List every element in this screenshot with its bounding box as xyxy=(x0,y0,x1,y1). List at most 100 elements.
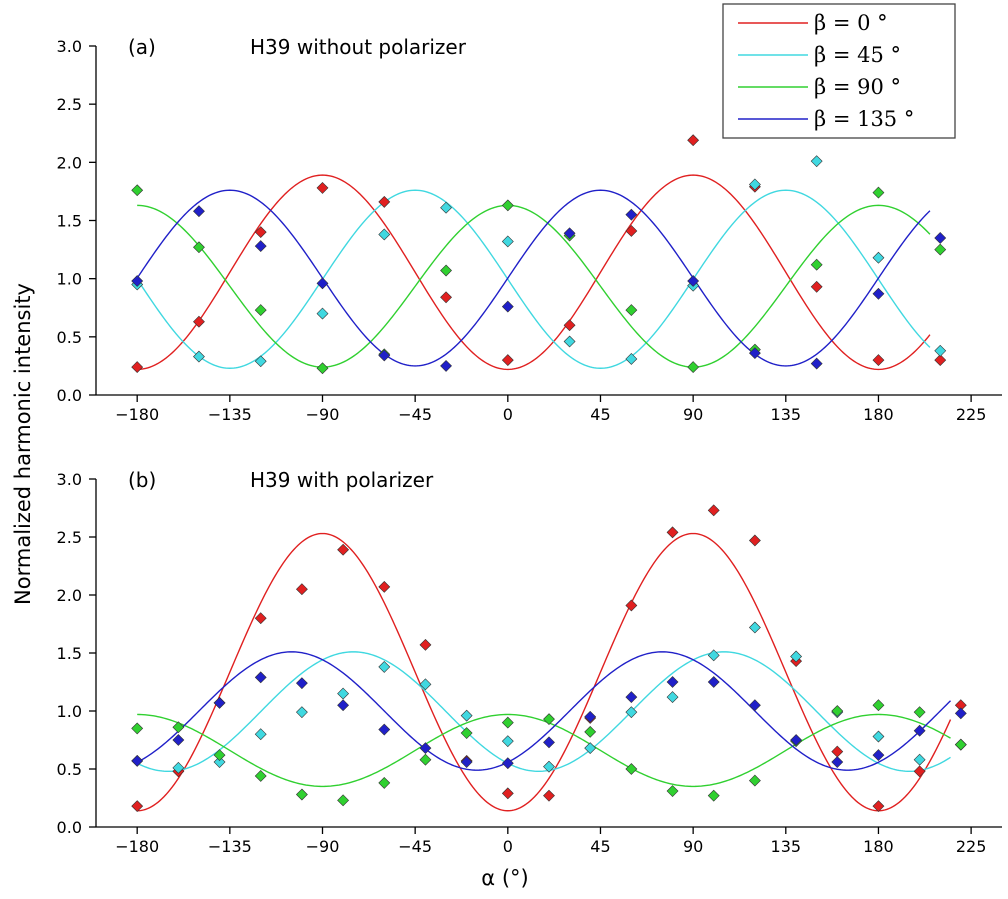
fit-curve xyxy=(137,204,931,368)
x-tick-label: 225 xyxy=(956,837,987,856)
data-point xyxy=(295,788,308,801)
y-tick-label: 1.5 xyxy=(57,644,82,663)
data-point xyxy=(687,134,700,147)
data-point xyxy=(337,543,350,556)
data-point xyxy=(872,251,885,264)
data-point xyxy=(687,275,700,287)
data-point xyxy=(131,800,144,813)
data-point xyxy=(131,754,144,767)
data-point xyxy=(419,742,432,755)
data-point xyxy=(501,235,514,248)
data-point xyxy=(254,671,267,684)
y-tick-label: 1.0 xyxy=(57,702,82,721)
data-point xyxy=(707,676,720,688)
data-point xyxy=(254,226,267,239)
data-point xyxy=(172,761,185,774)
data-point xyxy=(254,240,267,253)
data-point xyxy=(131,275,144,287)
data-point xyxy=(316,277,329,290)
data-point xyxy=(193,315,205,328)
data-point xyxy=(440,201,452,214)
data-point xyxy=(810,155,823,168)
legend-box xyxy=(722,3,956,139)
data-point xyxy=(934,344,947,357)
y-tick-label: 3.0 xyxy=(57,37,82,56)
x-tick-label: −135 xyxy=(208,837,252,856)
data-point xyxy=(707,789,720,802)
data-point xyxy=(316,182,329,194)
data-point xyxy=(625,599,638,612)
x-tick-label: −45 xyxy=(398,837,432,856)
data-point xyxy=(625,353,638,365)
data-point xyxy=(460,727,473,739)
data-point xyxy=(193,241,205,254)
data-point xyxy=(954,707,967,720)
data-point xyxy=(563,335,576,348)
y-tick-label: 0.5 xyxy=(57,328,82,347)
data-point xyxy=(419,678,432,691)
y-tick-label: 1.5 xyxy=(57,212,82,231)
data-point xyxy=(460,709,473,722)
data-point xyxy=(810,258,823,271)
x-tick-label: −45 xyxy=(398,405,432,424)
data-point xyxy=(625,763,638,775)
panel-title: H39 with polarizer xyxy=(250,468,434,492)
data-point xyxy=(625,691,638,704)
data-point xyxy=(172,721,185,734)
data-point xyxy=(563,227,576,240)
data-point xyxy=(584,710,597,723)
data-point xyxy=(440,264,452,277)
y-tick-label: 0.0 xyxy=(57,818,82,837)
data-point xyxy=(748,347,761,360)
data-point xyxy=(501,757,514,770)
x-tick-label: 180 xyxy=(863,405,894,424)
panel-b: −180 −135 −90 −45 0 45 90 135 180 225 0.0 0.5 1.0 1.5… xyxy=(57,468,1002,856)
data-point xyxy=(378,349,391,362)
data-point xyxy=(337,687,350,700)
x-tick-label: 135 xyxy=(771,837,802,856)
data-point xyxy=(501,199,514,212)
y-tick-label: 0.0 xyxy=(57,386,82,405)
data-point xyxy=(501,716,514,729)
x-tick-label: 180 xyxy=(863,837,894,856)
data-point xyxy=(254,612,267,625)
data-point xyxy=(193,350,205,363)
data-point xyxy=(419,638,432,651)
data-point xyxy=(666,526,679,539)
y-tick-label: 2.5 xyxy=(57,95,82,114)
data-point xyxy=(295,706,308,719)
data-point xyxy=(625,706,638,719)
data-point xyxy=(254,728,267,741)
data-point xyxy=(707,504,720,517)
data-point xyxy=(584,725,597,738)
data-point xyxy=(501,300,514,313)
data-point xyxy=(543,760,555,773)
legend: β = 0 ° β = 45 ° β = 90 ° β = 135 ° xyxy=(722,3,956,139)
data-point xyxy=(934,243,947,256)
x-tick-label: −180 xyxy=(115,837,159,856)
data-point xyxy=(872,730,885,743)
fit-curve xyxy=(137,713,951,788)
fit-curve xyxy=(136,651,952,771)
data-point xyxy=(131,184,144,197)
data-point xyxy=(625,225,638,237)
data-point xyxy=(872,287,885,300)
data-point xyxy=(954,738,967,751)
data-point xyxy=(584,742,597,755)
data-point xyxy=(831,705,844,717)
data-point xyxy=(748,621,761,634)
data-point xyxy=(872,800,885,813)
data-point xyxy=(934,354,947,367)
data-point xyxy=(213,749,226,762)
x-tick-label: 0 xyxy=(503,405,513,424)
fit-curve xyxy=(136,189,931,367)
panel-label: (b) xyxy=(128,468,156,492)
data-point xyxy=(254,304,267,317)
x-tick-label: −135 xyxy=(208,405,252,424)
panel-a: −180 −135 −90 −45 0 45 90 135 180 225 0.0 0.5 1.0 1.5… xyxy=(57,35,1002,424)
data-point xyxy=(543,789,555,802)
data-point xyxy=(501,787,514,800)
data-point xyxy=(295,677,308,690)
data-point xyxy=(316,307,329,320)
data-point xyxy=(913,765,926,778)
